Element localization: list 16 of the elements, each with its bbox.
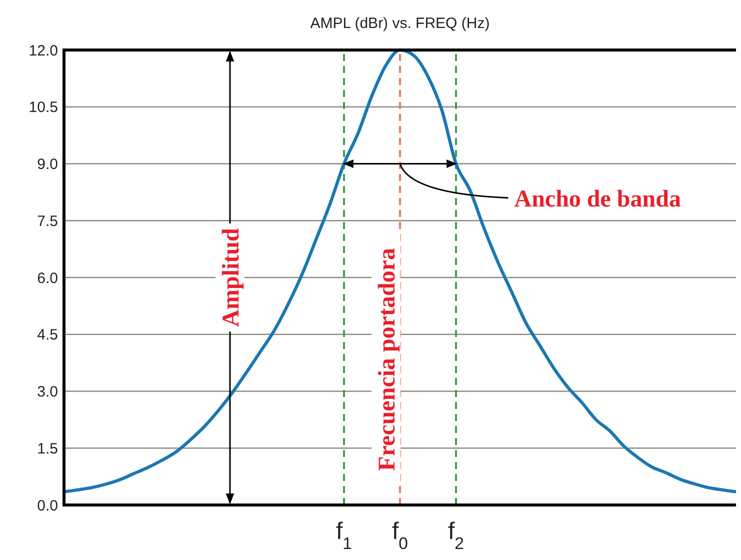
x-tick-label: f$_{1}$	[336, 518, 352, 552]
annotation: Amplitud	[218, 228, 244, 327]
annotation: Frecuencia portadora	[374, 248, 400, 471]
y-tick-label: 4.5	[37, 326, 58, 344]
y-tick-label: 9.0	[37, 156, 58, 173]
y-tick-label: 0.0	[37, 497, 58, 514]
y-tick-label: 3.0	[37, 384, 58, 400]
annotation: Ancho de banda	[514, 186, 681, 212]
chart-title: AMPL (dBr) vs. FREQ (Hz)	[310, 15, 490, 32]
x-tick-label: f$_{0}$	[392, 518, 408, 552]
y-tick-label: 1.5	[37, 440, 58, 458]
y-tick-label: 7.5	[37, 212, 58, 230]
y-tick-label: 6.0	[37, 270, 58, 287]
y-tick-label: 12.0	[28, 42, 58, 60]
x-tick-label: f$_{2}$	[448, 518, 464, 552]
y-tick-label: 10.5	[28, 99, 58, 116]
